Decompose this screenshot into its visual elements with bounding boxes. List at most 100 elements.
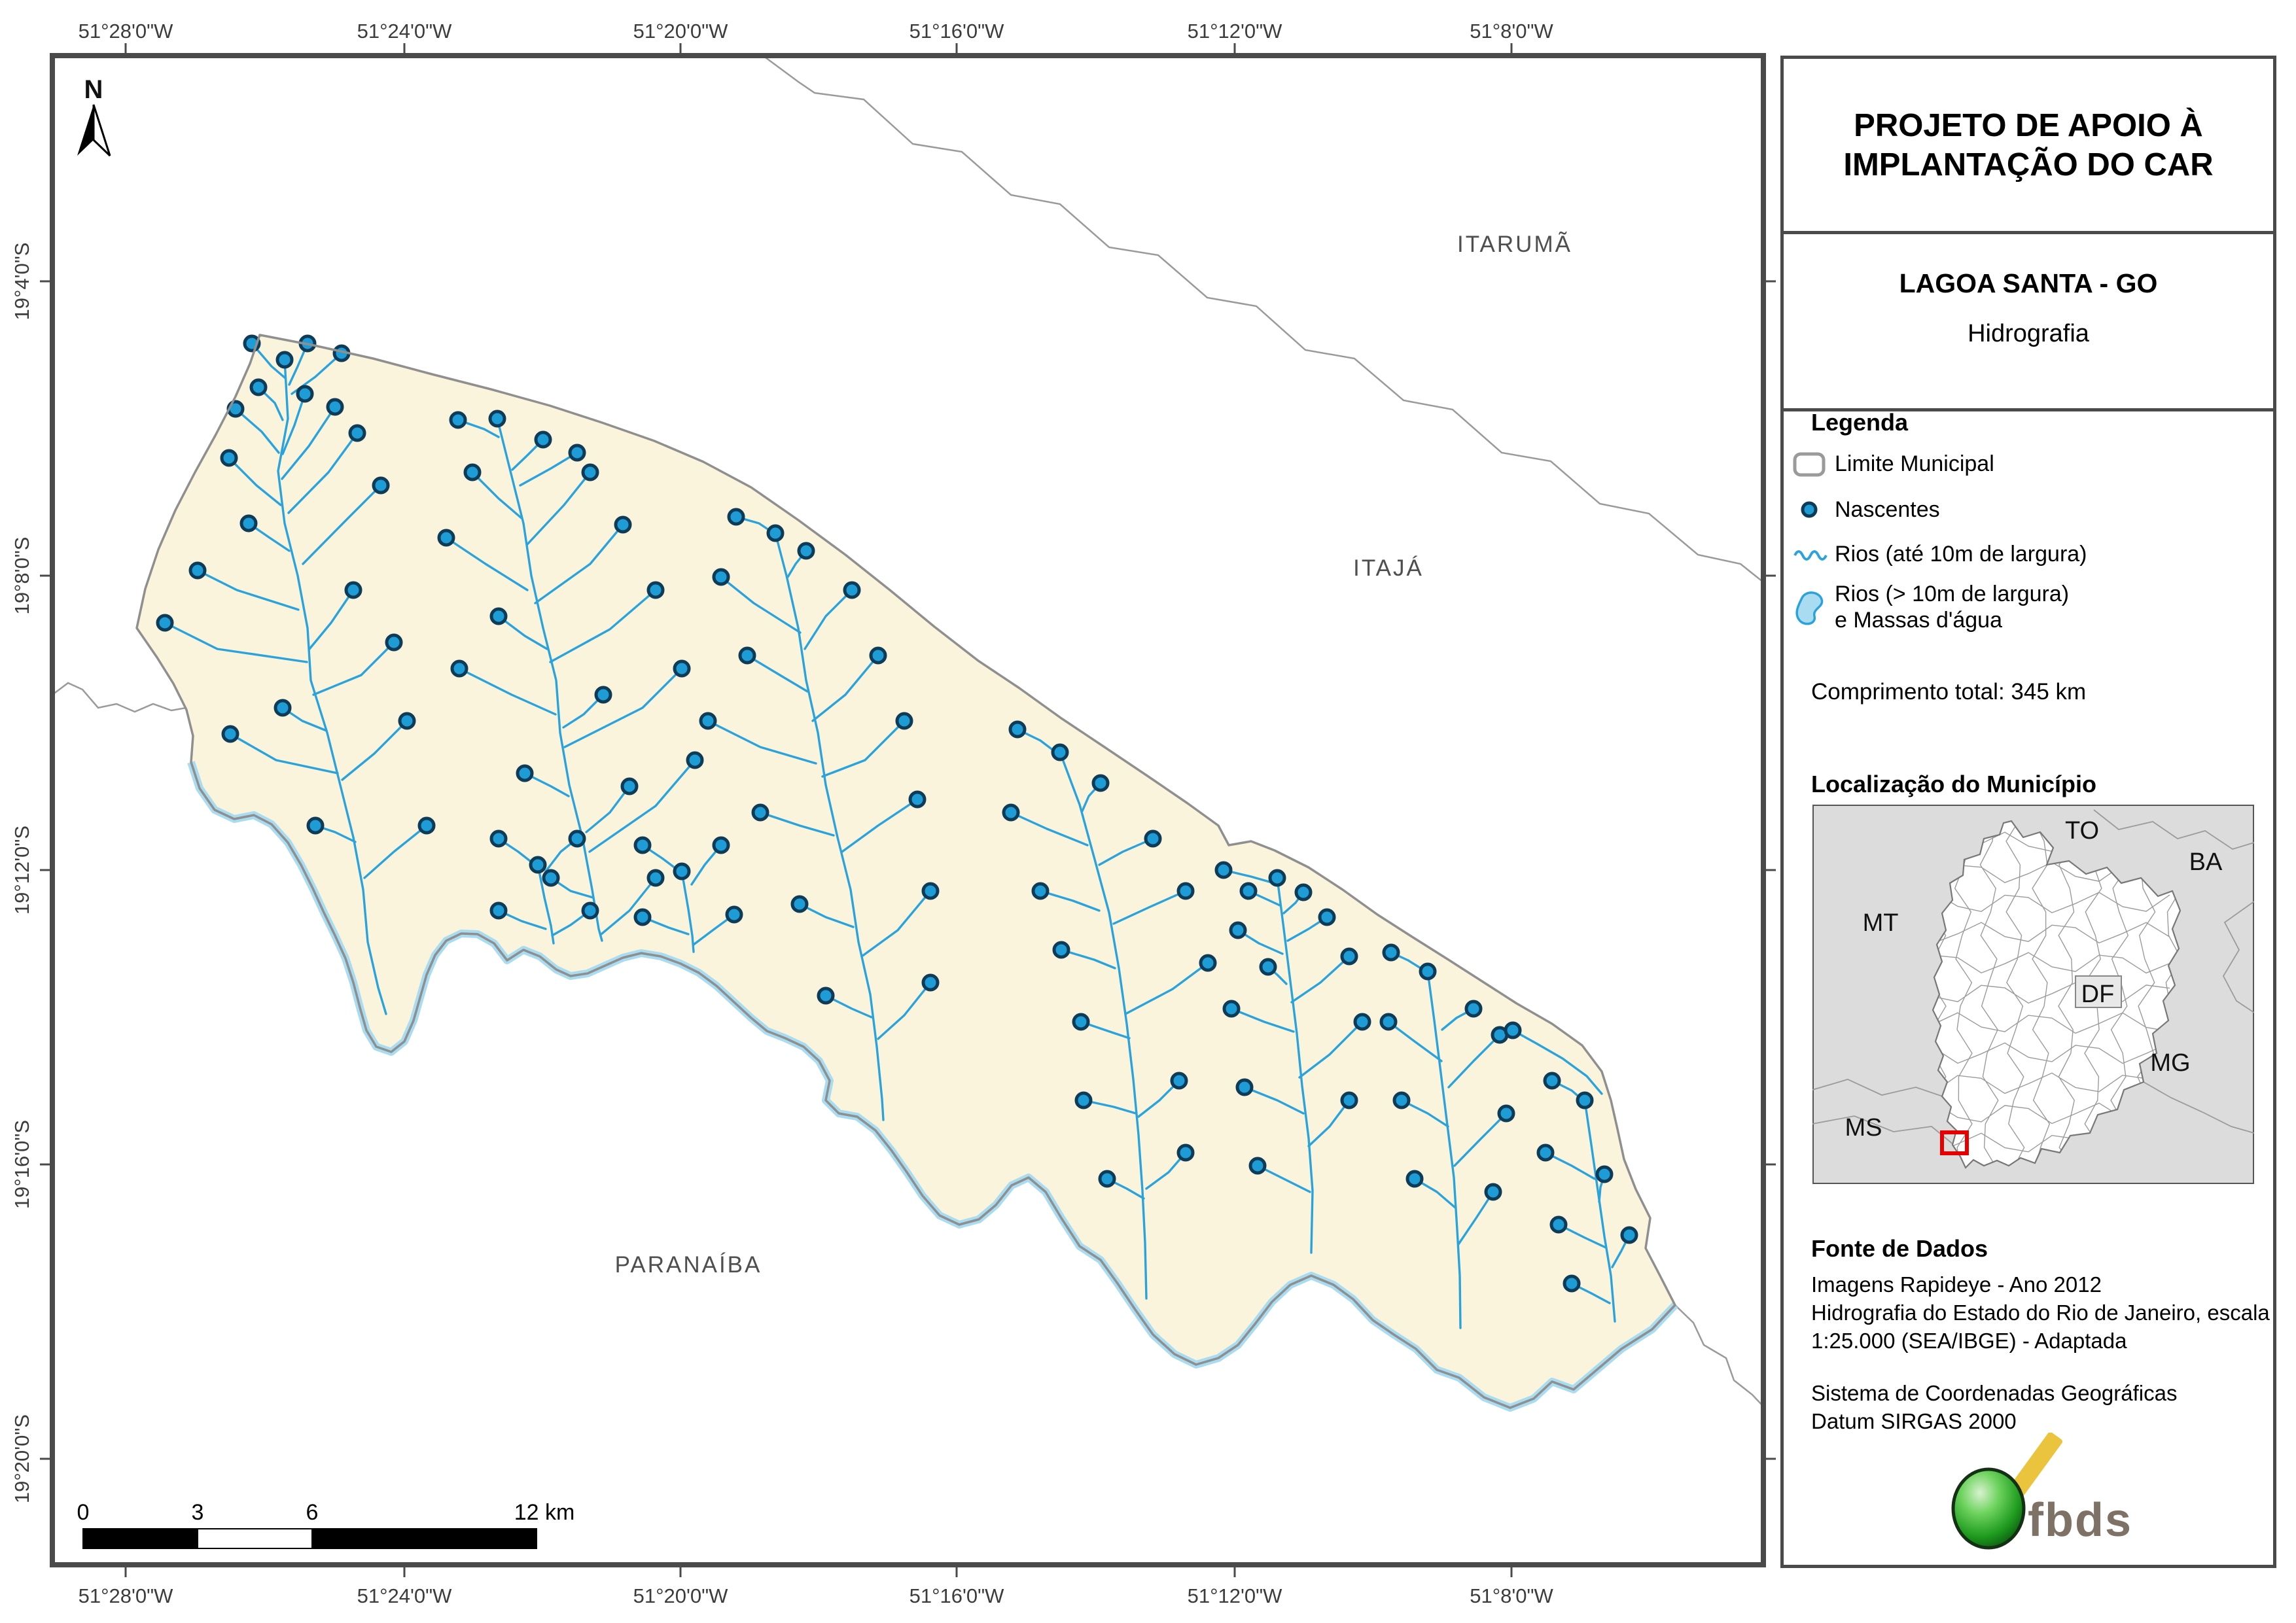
spring-dot (1576, 1091, 1594, 1109)
fonte-line: 1:25.000 (SEA/IBGE) - Adaptada (1811, 1329, 2127, 1353)
spring-dot (385, 633, 403, 652)
coordinate-ticks (40, 43, 1776, 1577)
lon-label-top: 51°16'0"W (910, 20, 1005, 43)
lon-label-bottom: 51°28'0"W (79, 1584, 174, 1607)
spring-dot (614, 515, 632, 534)
river-line (860, 890, 932, 958)
river-line (1039, 890, 1101, 912)
spring-dot (869, 646, 887, 665)
fonte-line: Datum SIRGAS 2000 (1811, 1409, 2017, 1433)
scale-bar-label: 0 (77, 1500, 90, 1525)
fonte-line: Imagens Rapideye - Ano 2012 (1811, 1272, 2102, 1297)
river-line (1276, 877, 1314, 1254)
total-length: Comprimento total: 345 km (1811, 679, 2087, 705)
inset-state-boundary (2093, 809, 2254, 850)
river-line (798, 903, 855, 928)
spring-dot (1268, 869, 1286, 887)
spring-dot (1340, 1091, 1358, 1109)
river-line (519, 451, 578, 487)
inset-state-boundary (1812, 1115, 1954, 1145)
spring-dot (1074, 1091, 1093, 1109)
spring-dot (398, 712, 416, 730)
river-line (457, 419, 500, 438)
spring-dot (921, 882, 940, 900)
spring-dot (489, 901, 508, 920)
river-line (811, 654, 879, 722)
river-line (281, 406, 336, 480)
lon-label-bottom: 51°20'0"W (633, 1584, 729, 1607)
river-line (228, 457, 282, 506)
spring-dot (1248, 1157, 1267, 1175)
river-line (363, 824, 428, 879)
spring-dot (1543, 1072, 1561, 1090)
river-line (707, 720, 817, 765)
spring-dot (1235, 1078, 1254, 1096)
legend-item-rios-largos: Rios (> 10m de largura) e Massas d'água (1793, 580, 2251, 635)
spring-dot (594, 686, 612, 704)
scale-bar-segment (82, 1528, 198, 1549)
project-title-line1: PROJETO DE APOIO À (1854, 107, 2203, 143)
spring-dot (529, 856, 547, 874)
spring-dot (1222, 1000, 1241, 1018)
spring-dot-icon (1793, 496, 1835, 523)
spring-dot (646, 581, 665, 599)
fbds-logo: fbds (1931, 1433, 2140, 1563)
spring-dot (1098, 1170, 1116, 1188)
river-line (526, 471, 592, 546)
municipality-name: LAGOA SANTA - GO (1899, 268, 2158, 298)
spring-dot (581, 901, 599, 920)
river-line (1298, 1021, 1364, 1079)
fonte-heading: Fonte de Dados (1811, 1235, 1988, 1262)
lat-label: 19°20'0"S (10, 1414, 33, 1503)
river-line (1060, 949, 1116, 969)
spring-dot (488, 410, 506, 428)
river-line (774, 532, 885, 1121)
spring-dot (766, 524, 785, 542)
spring-dot (1170, 1072, 1188, 1090)
neighbor-boundary-line (1674, 1304, 1764, 1407)
river-line (287, 432, 359, 514)
river-line (804, 589, 853, 650)
river-line (1243, 1086, 1305, 1115)
title-box: PROJETO DE APOIO À IMPLANTAÇÃO DO CAR (1784, 59, 2273, 234)
lon-label-top: 51°12'0"W (1188, 20, 1283, 43)
inset-state-label: BA (2189, 848, 2223, 876)
lon-label-bottom: 51°16'0"W (910, 1584, 1005, 1607)
water-mass-icon (1793, 580, 1835, 635)
lat-label: 19°8'0"S (10, 537, 33, 615)
spring-dot (1008, 720, 1027, 739)
spring-dot (568, 444, 586, 462)
spring-dot (417, 816, 436, 835)
spring-dot (516, 764, 534, 782)
spring-dot (633, 836, 652, 854)
spring-dot (673, 659, 691, 678)
spring-dot (790, 895, 809, 913)
river-line (534, 523, 624, 604)
north-arrow-icon: N (77, 75, 111, 157)
river-line (562, 693, 605, 729)
river-line (1307, 1099, 1351, 1147)
river-line (1426, 970, 1462, 1329)
spring-dot (1176, 1143, 1195, 1162)
map-theme: Hidrografia (1968, 320, 2089, 347)
logo-text: fbds (2028, 1494, 2132, 1546)
spring-dot (306, 816, 325, 835)
river-line (877, 981, 932, 1040)
fonte-block1: Imagens Rapideye - Ano 2012 Hidrografia … (1811, 1270, 2270, 1355)
logo-yellow-bar-icon (2005, 1433, 2063, 1501)
river-line (497, 615, 548, 650)
neighbor-boundary-line (52, 682, 194, 713)
spring-dot (1464, 1000, 1483, 1018)
spring-dot (1392, 1091, 1411, 1109)
legend-item-label: Nascentes (1835, 497, 1940, 522)
spring-dot (1031, 882, 1050, 900)
spring-dot (1484, 1183, 1502, 1201)
spring-dot (1229, 921, 1247, 939)
spring-dot (727, 508, 745, 526)
inset-state-boundary (1812, 1079, 1943, 1097)
spring-dot (1504, 1021, 1522, 1039)
river-line (251, 342, 287, 379)
legend-heading: Legenda (1811, 409, 1909, 436)
fonte-line: Hidrografia do Estado do Rio de Janeiro,… (1811, 1300, 2270, 1325)
river-line (277, 358, 387, 1015)
